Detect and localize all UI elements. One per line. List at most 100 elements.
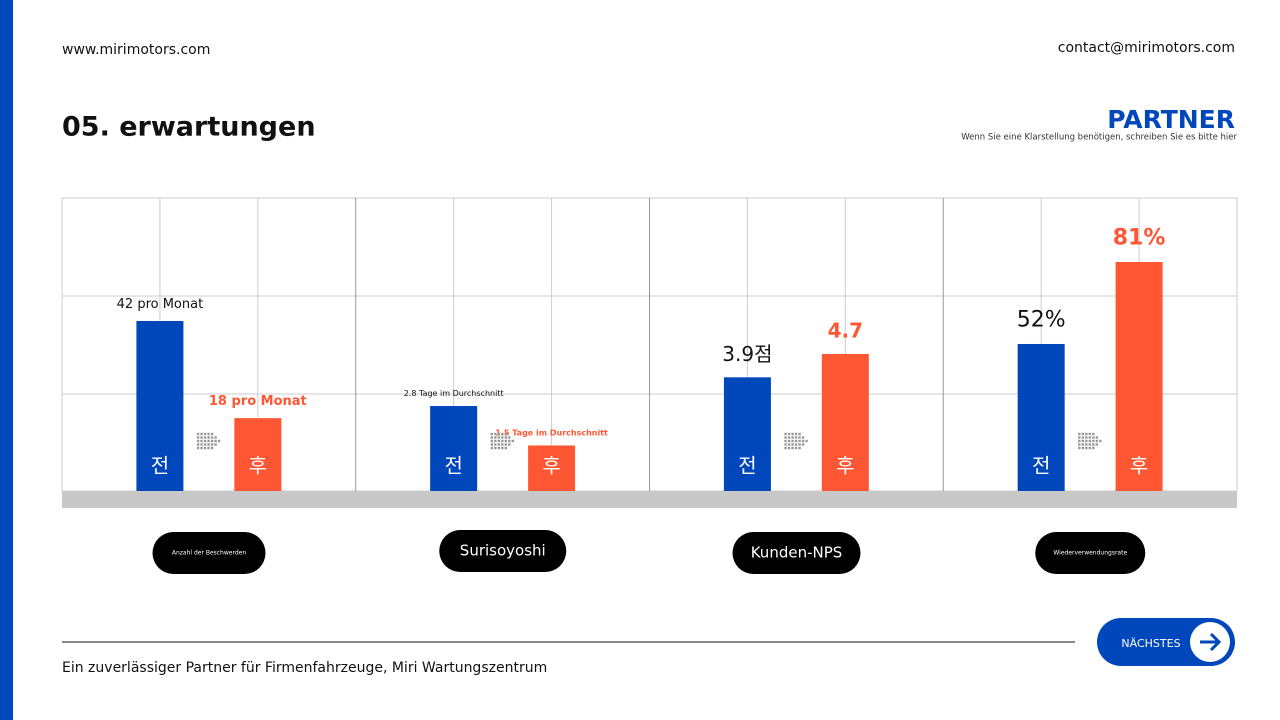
arrow-dot bbox=[490, 443, 494, 446]
arrow-dot bbox=[1085, 432, 1088, 436]
value-label: 52% bbox=[1017, 307, 1066, 332]
arrow-dot bbox=[1078, 432, 1081, 436]
arrow-dot bbox=[1088, 436, 1092, 439]
arrow-dot bbox=[214, 439, 217, 443]
arrow-dot bbox=[791, 443, 794, 446]
transition-arrow bbox=[196, 432, 221, 450]
arrow-dot bbox=[798, 439, 801, 443]
arrow-icon bbox=[1200, 632, 1222, 652]
arrow-dot bbox=[196, 436, 200, 439]
arrow-dot bbox=[798, 432, 801, 436]
arrow-dot bbox=[1092, 439, 1095, 443]
arrow-dot bbox=[794, 436, 798, 439]
bar bbox=[821, 354, 869, 491]
arrow-dot bbox=[200, 443, 203, 446]
arrow-dot bbox=[1095, 443, 1099, 446]
arrow-dot bbox=[1081, 439, 1085, 443]
button-label[interactable]: NÄCHSTES bbox=[1121, 637, 1180, 650]
arrow-dot bbox=[501, 436, 504, 439]
brand-note: Wenn Sie eine Klarstellung benötigen, sc… bbox=[961, 133, 1237, 143]
arrow-dot bbox=[494, 446, 497, 450]
value-label: 3.9점 bbox=[722, 342, 772, 366]
arrow-dot bbox=[207, 432, 210, 436]
arrow-dot bbox=[494, 439, 497, 443]
bar bbox=[430, 406, 478, 491]
tagline: Ein zuverlässiger Partner für Firmenfahr… bbox=[62, 660, 547, 676]
arrow-dot bbox=[207, 443, 210, 446]
arrow-dot bbox=[497, 439, 501, 443]
arrow-dot bbox=[1092, 432, 1095, 436]
arrow-dot bbox=[501, 443, 504, 446]
arrow-dot bbox=[798, 443, 801, 446]
arrow-dot bbox=[1088, 432, 1092, 436]
arrow-dot bbox=[784, 443, 787, 446]
bar bbox=[1115, 262, 1163, 491]
arrow-dot bbox=[200, 439, 203, 443]
arrow-dot bbox=[200, 432, 203, 436]
arrow-dot bbox=[210, 432, 214, 436]
arrow-dot bbox=[497, 443, 501, 446]
category-label: 전 bbox=[738, 454, 756, 478]
arrow-dot bbox=[210, 436, 214, 439]
category-label: 전 bbox=[444, 454, 462, 478]
arrow-dot bbox=[801, 439, 805, 443]
panel-title-pill bbox=[1035, 532, 1146, 574]
brand: PARTNER bbox=[1107, 105, 1235, 134]
arrow-dot bbox=[805, 439, 808, 443]
value-label: 42 pro Monat bbox=[117, 297, 204, 312]
arrow-dot bbox=[494, 443, 497, 446]
panel-title: Surisoyoshi bbox=[460, 542, 546, 560]
bar bbox=[528, 445, 576, 491]
panel-title-pill bbox=[152, 532, 266, 574]
arrow-dot bbox=[1085, 446, 1088, 450]
arrow-dot bbox=[490, 432, 494, 436]
arrow-dot bbox=[1081, 443, 1085, 446]
next-button[interactable]: NÄCHSTES bbox=[1097, 618, 1235, 666]
arrow-dot bbox=[791, 432, 794, 436]
value-label: 18 pro Monat bbox=[209, 394, 307, 409]
arrow-dot bbox=[1092, 443, 1095, 446]
arrow-dot bbox=[794, 432, 798, 436]
arrow-dot bbox=[203, 432, 207, 436]
arrow-dot bbox=[210, 446, 214, 450]
arrow-dot bbox=[1081, 436, 1085, 439]
arrow-dot bbox=[801, 443, 805, 446]
arrow-dot bbox=[494, 436, 497, 439]
arrow-dot bbox=[1081, 446, 1085, 450]
transition-arrow bbox=[784, 432, 808, 450]
arrow-dot bbox=[214, 443, 217, 446]
arrow-dot bbox=[511, 439, 515, 443]
arrow-dot bbox=[794, 446, 798, 450]
arrow-dot bbox=[798, 436, 801, 439]
panel-title: Wiederverwendungsrate bbox=[1053, 550, 1127, 557]
arrow-dot bbox=[501, 446, 504, 450]
arrow-dot bbox=[196, 443, 200, 446]
arrow-dot bbox=[794, 443, 798, 446]
page-title: 05. erwartungen bbox=[62, 112, 316, 143]
category-label: 전 bbox=[1032, 454, 1050, 478]
arrow-dot bbox=[1081, 432, 1085, 436]
arrow-dot bbox=[787, 446, 791, 450]
arrow-dot bbox=[1085, 439, 1088, 443]
arrow-dot bbox=[490, 446, 494, 450]
transition-arrow bbox=[1078, 432, 1102, 450]
arrow-dot bbox=[504, 443, 508, 446]
arrow-dot bbox=[501, 439, 504, 443]
arrow-dot bbox=[207, 436, 210, 439]
arrow-dot bbox=[504, 436, 508, 439]
arrow-dot bbox=[1095, 439, 1099, 443]
arrow-dot bbox=[508, 443, 511, 446]
panel-title-pill bbox=[439, 530, 567, 572]
arrow-dot bbox=[787, 439, 791, 443]
arrow-dot bbox=[1092, 446, 1095, 450]
arrow-dot bbox=[210, 443, 214, 446]
arrow-dot bbox=[784, 436, 787, 439]
arrow-dot bbox=[784, 446, 787, 450]
arrow-dot bbox=[494, 432, 497, 436]
arrow-dot bbox=[791, 439, 794, 443]
arrow-dot bbox=[791, 436, 794, 439]
arrow-dot bbox=[1099, 439, 1102, 443]
category-label: 후 bbox=[836, 454, 854, 478]
arrow-dot bbox=[490, 436, 494, 439]
